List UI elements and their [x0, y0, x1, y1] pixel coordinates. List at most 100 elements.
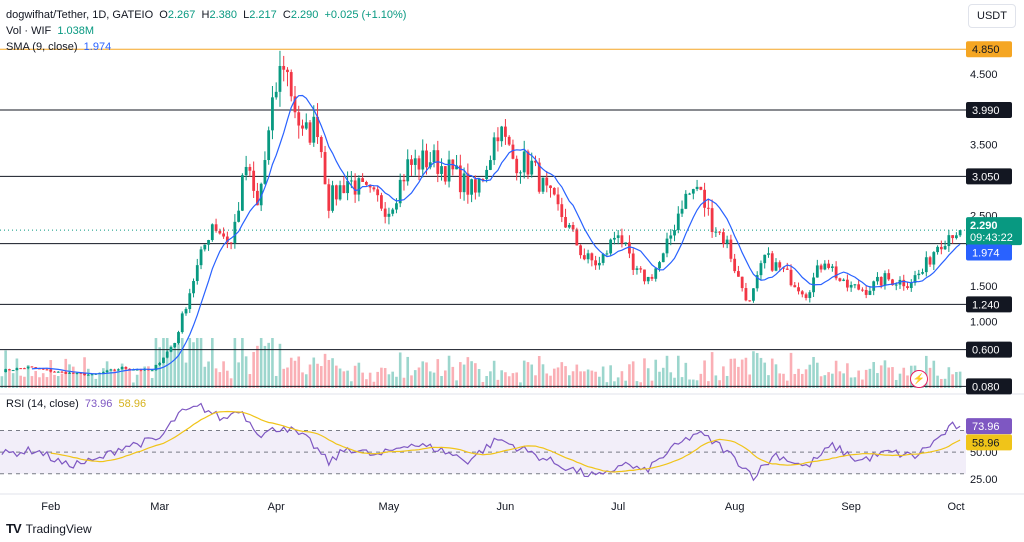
volume-bar	[718, 380, 721, 388]
candle-body	[564, 217, 567, 228]
volume-bar	[267, 342, 270, 388]
volume-bar	[87, 368, 90, 388]
volume-bar	[421, 361, 425, 388]
volume-bar	[714, 375, 718, 388]
candle-body	[218, 230, 222, 234]
volume-bar	[707, 381, 710, 388]
volume-bar	[188, 338, 192, 388]
candle-body	[259, 183, 263, 206]
candle-body	[808, 292, 812, 298]
volume-bar	[211, 338, 214, 388]
volume-bar	[105, 361, 109, 388]
volume-bar	[252, 351, 255, 388]
volume-bar	[195, 338, 199, 388]
volume-bar	[823, 375, 827, 388]
candle-body	[827, 263, 830, 268]
candle-body	[458, 165, 462, 193]
volume-bar	[0, 376, 4, 388]
volume-bar	[259, 338, 263, 388]
candle-body	[804, 294, 808, 298]
volume-bar	[169, 345, 173, 388]
candle-body	[939, 246, 943, 250]
volume-bar	[304, 374, 308, 388]
candle-body	[319, 137, 323, 153]
candle-body	[721, 232, 725, 244]
candle-body	[496, 137, 500, 142]
volume-label: Vol · WIF	[6, 25, 52, 37]
open-value: 2.267	[167, 9, 196, 21]
close-label: C	[282, 9, 291, 21]
volume-bar	[763, 362, 767, 388]
rsi-tick-label: 25.00	[970, 474, 998, 486]
volume-bar	[229, 378, 233, 388]
volume-bar	[263, 345, 267, 388]
volume-bar	[199, 338, 203, 388]
candle-body	[635, 268, 639, 270]
candle-body	[789, 269, 793, 286]
volume-bar	[143, 366, 146, 388]
volume-bar	[955, 372, 958, 388]
time-tick-label: Feb	[41, 501, 60, 513]
volume-bar	[549, 375, 552, 388]
rsi-legend-value: 73.96	[84, 398, 113, 410]
candle-body	[823, 263, 827, 270]
candle-body	[293, 96, 297, 113]
candle-body	[380, 195, 383, 209]
candle-body	[26, 366, 30, 369]
volume-bar	[368, 372, 372, 388]
candle-body	[229, 242, 233, 244]
sma-line	[31, 94, 961, 375]
candle-body	[353, 180, 357, 195]
candle-body	[248, 166, 252, 171]
candle-body	[706, 207, 710, 209]
volume-bar	[575, 364, 579, 388]
volume-bar	[507, 376, 511, 388]
lightning-alert-icon[interactable]: ⚡	[910, 370, 928, 388]
level-price-label: 0.080	[972, 381, 1000, 393]
volume-bar	[71, 366, 75, 388]
volume-bar	[395, 376, 398, 388]
candle-body	[30, 366, 34, 368]
candle-body	[725, 239, 729, 244]
candle-body	[120, 366, 124, 370]
volume-bar	[75, 372, 79, 388]
volume-bar	[583, 371, 586, 388]
candle-body	[954, 235, 958, 239]
candle-body	[361, 178, 365, 183]
candle-body	[180, 313, 184, 333]
candle-body	[188, 293, 192, 310]
rsi-ma-legend-value: 58.96	[118, 398, 147, 410]
candle-body	[815, 265, 819, 278]
candle-body	[691, 189, 695, 194]
volume-bar	[891, 367, 894, 388]
volume-bar	[530, 364, 534, 388]
high-label: H	[201, 9, 210, 21]
candle-body	[579, 245, 582, 256]
candle-body	[331, 185, 334, 211]
candle-body	[665, 238, 669, 254]
volume-bar	[669, 372, 673, 388]
candle-body	[338, 185, 342, 200]
volume-bar	[177, 338, 180, 388]
volume-bar	[639, 382, 643, 388]
candle-body	[906, 286, 909, 288]
volume-bar	[744, 357, 748, 388]
volume-bar	[519, 382, 522, 388]
volume-bar	[331, 358, 334, 388]
candle-body	[177, 332, 180, 343]
volume-bar	[586, 369, 590, 388]
candle-body	[887, 273, 891, 280]
candle-body	[676, 213, 680, 231]
volume-bar	[857, 370, 860, 388]
candle-body	[504, 126, 507, 137]
candle-body	[845, 279, 849, 288]
volume-bar	[233, 338, 237, 388]
candle-body	[470, 179, 474, 195]
candle-body	[274, 91, 278, 98]
volume-bar	[609, 365, 612, 388]
level-price-tag	[966, 41, 1012, 58]
currency-unit-button[interactable]: USDT	[968, 4, 1016, 28]
candle-body	[943, 246, 947, 250]
volume-bar	[365, 379, 368, 388]
